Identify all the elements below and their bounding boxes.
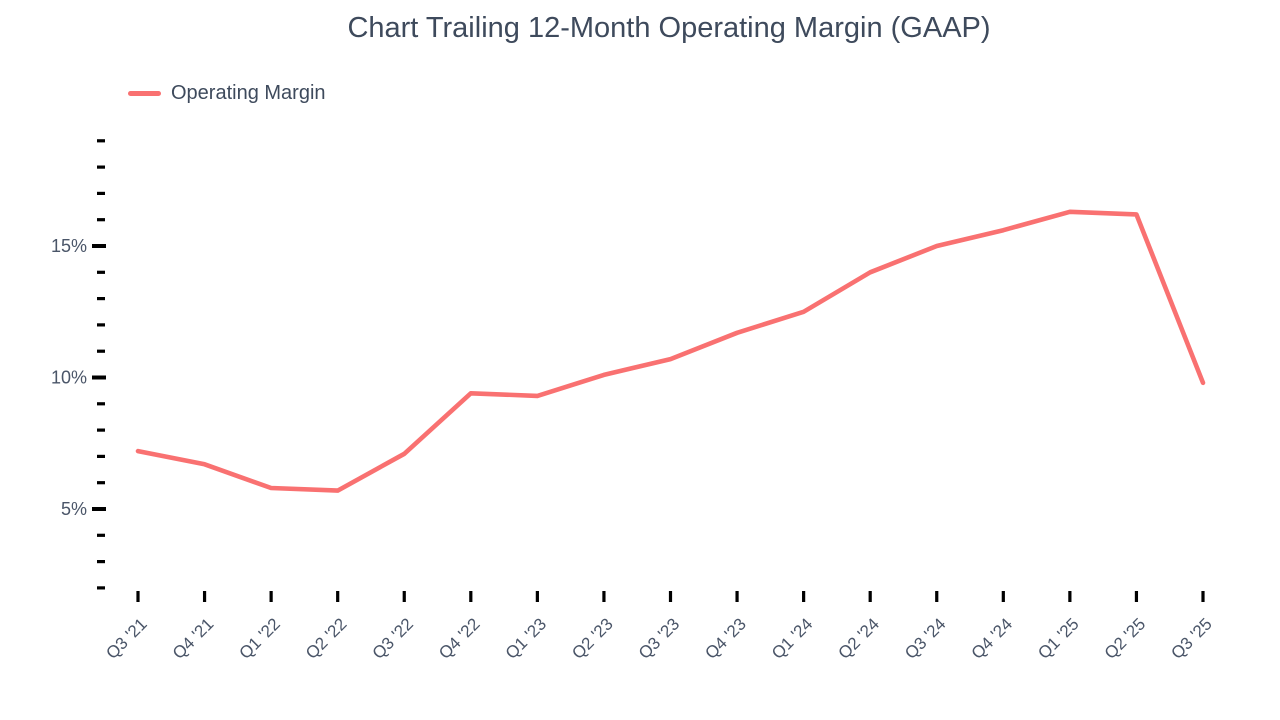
legend: Operating Margin [128, 81, 326, 105]
x-axis-tick-label: Q2 '24 [835, 614, 883, 662]
x-axis-tick-label: Q1 '24 [768, 614, 816, 662]
x-axis-tick-label: Q4 '23 [701, 614, 749, 662]
x-axis-tick-label: Q4 '24 [968, 614, 1016, 662]
x-axis-tick-label: Q3 '24 [901, 614, 949, 662]
operating-margin-line [135, 209, 1206, 493]
legend-label: Operating Margin [171, 81, 326, 104]
x-axis-tick-label: Q2 '23 [568, 614, 616, 662]
x-axis-tick-label: Q3 '25 [1167, 614, 1215, 662]
x-axis-tick-label: Q1 '23 [502, 614, 550, 662]
y-axis-tick-label: 5% [61, 499, 87, 519]
x-axis-tick-label: Q3 '21 [102, 614, 150, 662]
legend-line-swatch [128, 90, 161, 96]
y-axis-tick-label: 15% [51, 236, 87, 256]
x-axis-tick-label: Q2 '25 [1101, 614, 1149, 662]
x-axis-tick-label: Q4 '21 [169, 614, 217, 662]
x-axis-tick-label: Q1 '22 [235, 614, 283, 662]
x-axis-tick-label: Q1 '25 [1034, 614, 1082, 662]
y-axis-tick-label: 10% [51, 368, 87, 388]
x-axis-tick-label: Q2 '22 [302, 614, 350, 662]
chart-title: Chart Trailing 12-Month Operating Margin… [347, 12, 991, 44]
x-axis-tick-label: Q3 '22 [369, 614, 417, 662]
x-axis-tick-label: Q4 '22 [435, 614, 483, 662]
x-axis-tick-label: Q3 '23 [635, 614, 683, 662]
